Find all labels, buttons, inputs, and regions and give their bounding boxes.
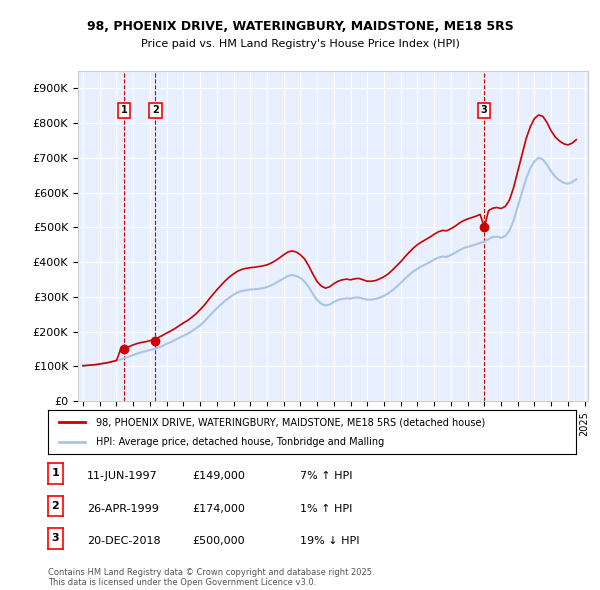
Text: 3: 3 bbox=[52, 533, 59, 543]
Text: HPI: Average price, detached house, Tonbridge and Malling: HPI: Average price, detached house, Tonb… bbox=[95, 437, 384, 447]
Text: 26-APR-1999: 26-APR-1999 bbox=[87, 504, 159, 513]
Text: 1: 1 bbox=[52, 468, 59, 478]
Text: 1% ↑ HPI: 1% ↑ HPI bbox=[300, 504, 352, 513]
Text: 2: 2 bbox=[52, 501, 59, 511]
Text: 20-DEC-2018: 20-DEC-2018 bbox=[87, 536, 161, 546]
Text: 7% ↑ HPI: 7% ↑ HPI bbox=[300, 471, 353, 481]
Text: £174,000: £174,000 bbox=[192, 504, 245, 513]
Text: 2: 2 bbox=[152, 106, 158, 116]
Text: 1: 1 bbox=[121, 106, 127, 116]
Text: Contains HM Land Registry data © Crown copyright and database right 2025.
This d: Contains HM Land Registry data © Crown c… bbox=[48, 568, 374, 587]
Text: 19% ↓ HPI: 19% ↓ HPI bbox=[300, 536, 359, 546]
Text: 98, PHOENIX DRIVE, WATERINGBURY, MAIDSTONE, ME18 5RS: 98, PHOENIX DRIVE, WATERINGBURY, MAIDSTO… bbox=[86, 20, 514, 33]
Text: £500,000: £500,000 bbox=[192, 536, 245, 546]
Text: 98, PHOENIX DRIVE, WATERINGBURY, MAIDSTONE, ME18 5RS (detached house): 98, PHOENIX DRIVE, WATERINGBURY, MAIDSTO… bbox=[95, 418, 485, 427]
Text: Price paid vs. HM Land Registry's House Price Index (HPI): Price paid vs. HM Land Registry's House … bbox=[140, 40, 460, 49]
Text: £149,000: £149,000 bbox=[192, 471, 245, 481]
Text: 11-JUN-1997: 11-JUN-1997 bbox=[87, 471, 158, 481]
Text: 3: 3 bbox=[481, 106, 487, 116]
